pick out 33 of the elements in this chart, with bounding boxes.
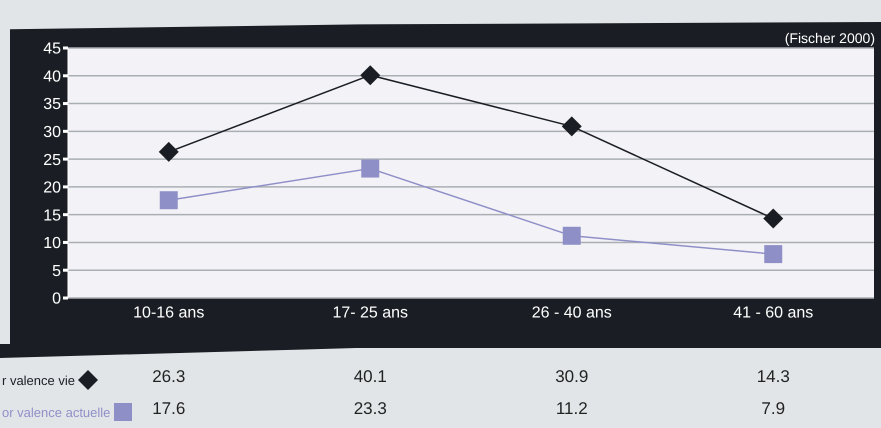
y-tick-label: 10 <box>43 235 62 252</box>
y-tick-label: 5 <box>52 262 62 280</box>
point <box>361 160 380 178</box>
point <box>562 116 582 136</box>
data-label: 14.3 <box>756 367 791 387</box>
point <box>158 142 179 162</box>
data-label: 11.2 <box>554 399 589 419</box>
x-tick-label: 26 - 40 ans <box>532 304 612 322</box>
point <box>764 245 782 264</box>
point <box>562 226 581 245</box>
x-tick-label: 17- 25 ans <box>332 304 408 322</box>
data-label: 17.6 <box>151 399 186 419</box>
data-label: 40.1 <box>352 367 388 387</box>
x-tick-label: 41 - 60 ans <box>733 304 814 322</box>
y-tick-label: 30 <box>43 124 62 142</box>
y-tick-label: 45 <box>43 40 62 58</box>
data-label: 30.9 <box>554 367 590 387</box>
y-tick-label: 15 <box>43 207 62 224</box>
point <box>360 65 380 86</box>
point <box>763 208 784 229</box>
point <box>160 191 178 210</box>
x-tick-label: 10-16 ans <box>133 304 204 322</box>
data-label: 23.3 <box>352 399 388 419</box>
y-tick-label: 40 <box>43 68 62 86</box>
y-tick-label: 25 <box>43 152 62 169</box>
y-tick-label: 20 <box>43 180 62 197</box>
legend-label: r valence vie <box>2 372 75 388</box>
data-label: 26.3 <box>151 367 186 387</box>
y-tick-label: 35 <box>43 96 62 114</box>
legend-label: or valence actuelle <box>2 404 110 420</box>
data-label: 7.9 <box>760 399 786 419</box>
y-tick-label: 0 <box>52 290 62 308</box>
text: (Fischer 2000) <box>784 30 875 46</box>
